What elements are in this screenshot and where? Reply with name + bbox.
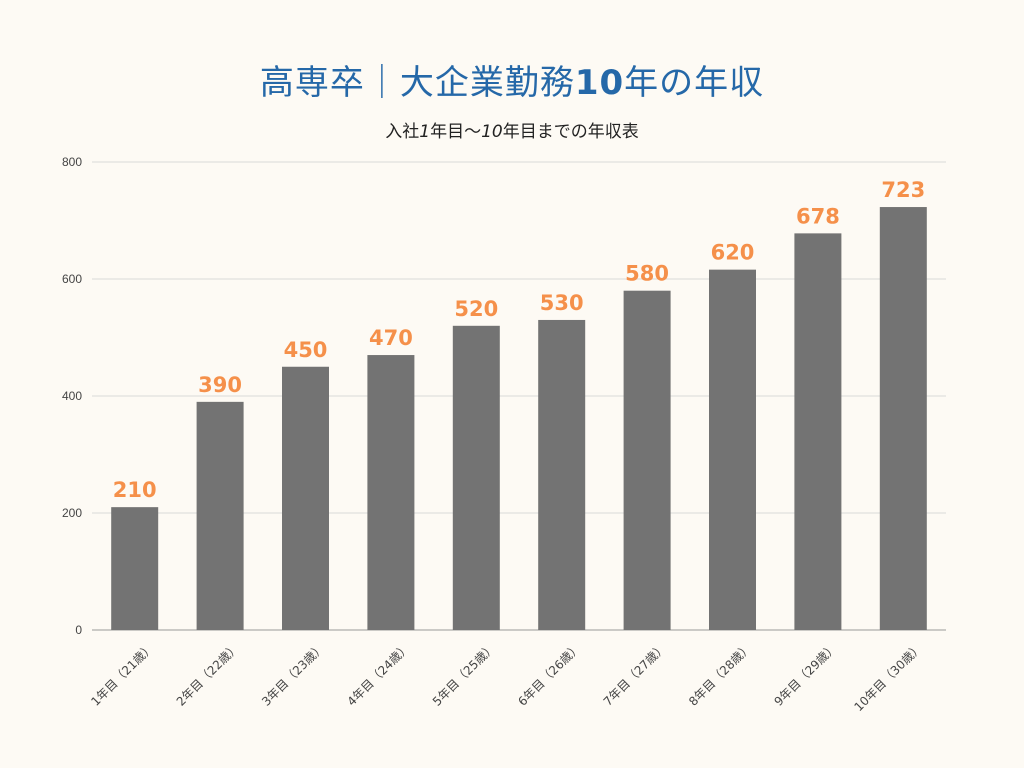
data-label: 530: [540, 291, 584, 315]
y-tick-label: 800: [62, 155, 82, 169]
subtitle-part1: 入社: [385, 122, 420, 142]
y-tick-label: 600: [62, 272, 82, 286]
data-labels: 210 390 450 470 520 530 580 620 678 723: [113, 178, 925, 502]
chart-title: 高専卒｜大企業勤務10年の年収: [0, 55, 1024, 104]
title-part2: 年の年収: [624, 63, 765, 103]
x-tick-label: 3年目（23歳）: [259, 640, 328, 709]
data-label: 520: [454, 297, 498, 321]
bar: [282, 366, 329, 630]
subtitle-part3: 年目までの年収表: [502, 122, 639, 142]
y-axis-ticks: 0 200 400 600 800: [62, 155, 82, 637]
data-label: 620: [711, 241, 755, 265]
data-label: 723: [881, 178, 925, 202]
title-number: 10: [574, 63, 625, 103]
bar: [709, 269, 756, 630]
x-tick-label: 10年目（30歳）: [851, 640, 925, 714]
bar: [196, 401, 244, 630]
subtitle-part2: 年目〜: [430, 122, 482, 142]
x-tick-label: 9年目（29歳）: [771, 640, 840, 709]
x-tick-label: 4年目（24歳）: [344, 640, 413, 709]
subtitle-italic2: 10: [481, 122, 503, 142]
data-label: 210: [113, 478, 157, 502]
subtitle-italic1: 1: [419, 122, 431, 142]
chart-subtitle: 入社1年目〜10年目までの年収表: [0, 117, 1024, 142]
bar: [452, 325, 500, 630]
bar: [111, 507, 159, 630]
x-tick-label: 1年目（21歳）: [88, 640, 157, 709]
bar: [538, 319, 586, 630]
data-label: 470: [369, 326, 413, 350]
bar: [879, 207, 927, 631]
x-tick-label: 5年目（25歳）: [430, 640, 499, 709]
y-tick-label: 400: [62, 389, 82, 403]
data-label: 580: [625, 262, 669, 286]
x-tick-label: 7年目（27歳）: [601, 640, 670, 709]
x-tick-label: 8年目（28歳）: [686, 640, 755, 709]
y-tick-label: 0: [75, 623, 82, 637]
data-label: 678: [796, 204, 840, 228]
data-label: 390: [198, 373, 242, 397]
x-tick-label: 6年目（26歳）: [515, 640, 584, 709]
x-tick-label: 2年目（22歳）: [174, 640, 243, 709]
bar: [367, 355, 415, 630]
bars: [111, 207, 927, 631]
x-axis-labels: 1年目（21歳） 2年目（22歳） 3年目（23歳） 4年目（24歳） 5年目（25歳）…: [88, 640, 925, 714]
data-label: 450: [284, 338, 328, 362]
bar: [623, 290, 671, 630]
y-tick-label: 200: [62, 506, 82, 520]
bar: [794, 233, 842, 630]
title-part1: 高専卒｜大企業勤務: [259, 63, 575, 103]
